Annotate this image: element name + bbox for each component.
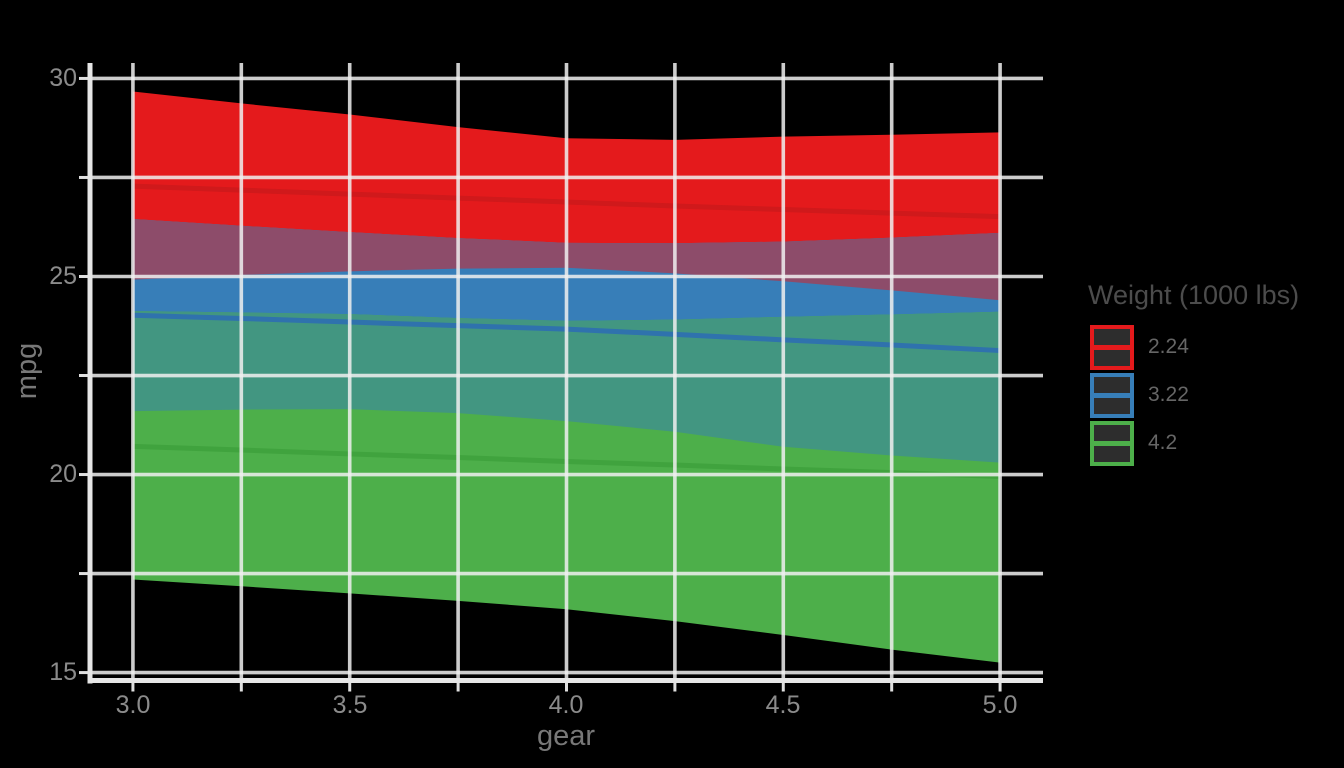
y-tick-label-25: 25 bbox=[49, 262, 77, 290]
x-axis-title: gear bbox=[536, 720, 596, 752]
x-tick-label-3-0: 3.0 bbox=[115, 691, 151, 719]
legend-label-2-24: 2.24 bbox=[1148, 335, 1189, 358]
legend-label-3-22: 3.22 bbox=[1148, 383, 1189, 406]
y-tick-label-15: 15 bbox=[49, 658, 77, 686]
x-tick-label-4-5: 4.5 bbox=[765, 691, 801, 719]
x-tick-label-3-5: 3.5 bbox=[332, 691, 368, 719]
legend-title: Weight (1000 lbs) bbox=[1088, 280, 1300, 310]
x-tick-label-5-0: 5.0 bbox=[982, 691, 1018, 719]
y-axis-title: mpg bbox=[11, 342, 43, 400]
y-tick-label-30: 30 bbox=[49, 64, 77, 92]
legend-label-4-2: 4.2 bbox=[1148, 431, 1178, 454]
y-tick-label-20: 20 bbox=[49, 460, 77, 488]
x-tick-label-4-0: 4.0 bbox=[548, 691, 584, 719]
